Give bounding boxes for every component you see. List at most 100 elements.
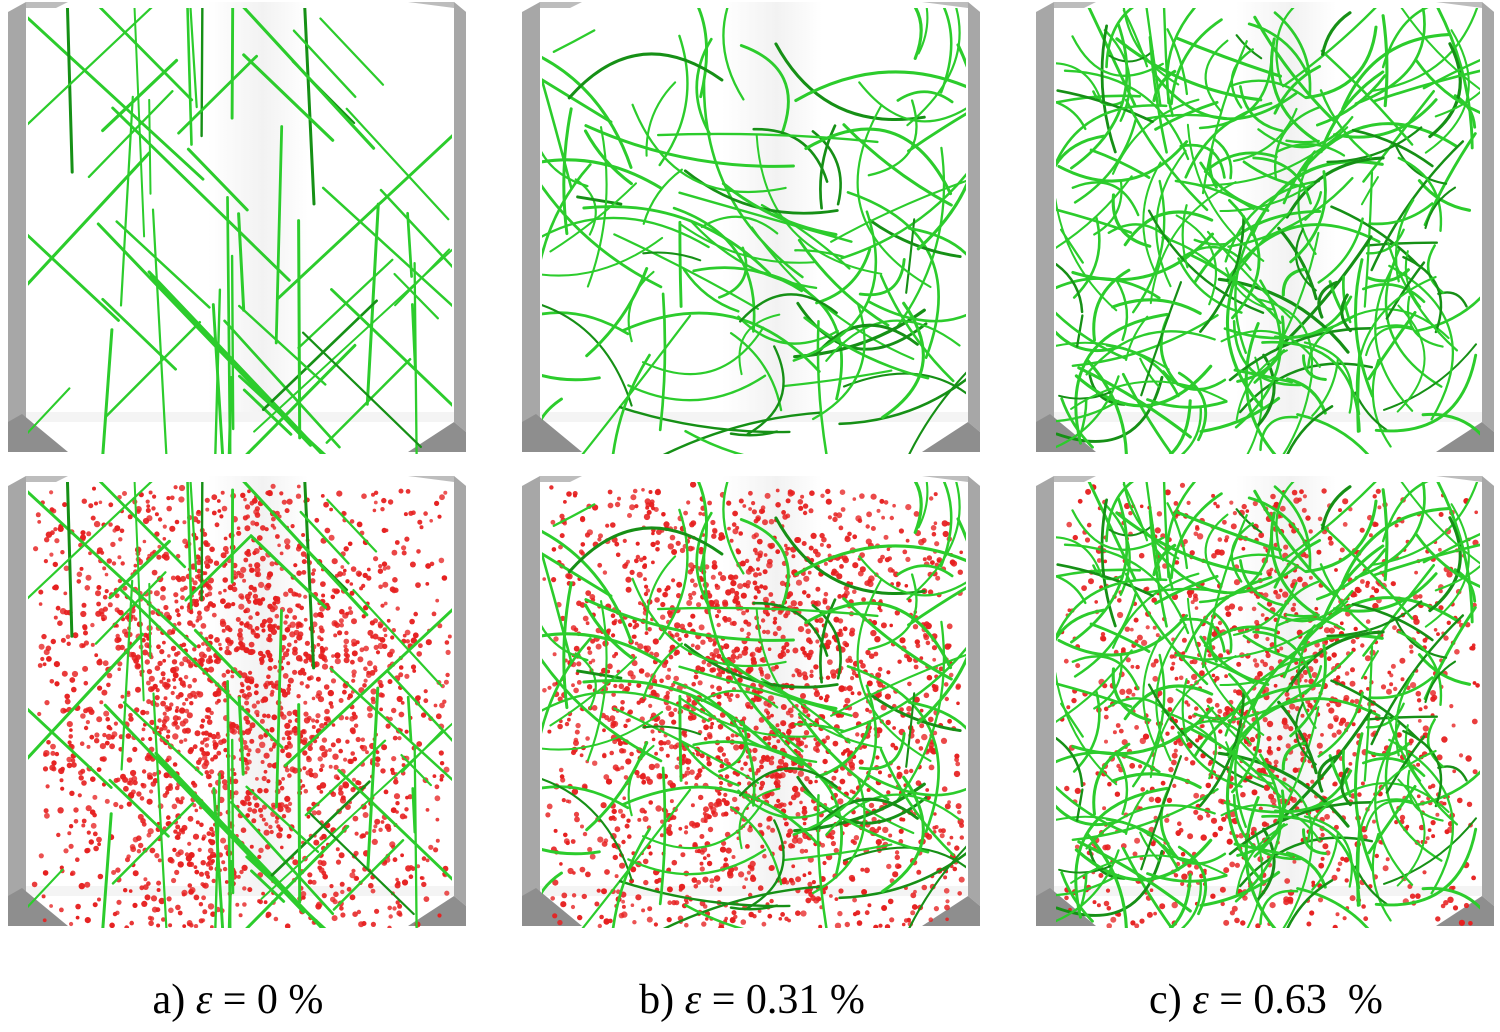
precipitate-particle <box>611 815 616 820</box>
precipitate-particle <box>41 894 46 899</box>
precipitate-particle <box>737 583 744 590</box>
precipitate-particle <box>94 732 100 738</box>
precipitate-particle <box>730 580 737 587</box>
frame-left <box>522 2 540 432</box>
precipitate-particle <box>764 492 771 499</box>
precipitate-particle <box>405 795 409 800</box>
precipitate-particle <box>716 685 722 692</box>
precipitate-particle <box>918 746 924 751</box>
precipitate-particle <box>172 715 179 722</box>
precipitate-particle <box>196 559 202 566</box>
dislocation-line <box>1281 8 1377 88</box>
precipitate-particle <box>839 778 846 785</box>
precipitate-particle <box>135 686 141 693</box>
precipitate-particle <box>205 555 211 562</box>
precipitate-particle <box>599 914 604 920</box>
precipitate-particle <box>1414 570 1418 575</box>
precipitate-particle <box>46 656 52 662</box>
precipitate-particle <box>284 795 291 802</box>
precipitate-particle <box>335 738 342 744</box>
dislocation-line <box>302 331 422 448</box>
precipitate-particle <box>350 751 356 756</box>
precipitate-particle <box>392 857 398 863</box>
precipitate-particle <box>844 642 850 648</box>
precipitate-particle <box>892 871 899 878</box>
precipitate-particle <box>335 847 340 852</box>
precipitate-particle <box>242 515 248 521</box>
precipitate-particle <box>710 684 715 689</box>
dislocation-line <box>1321 11 1352 56</box>
precipitate-particle <box>678 887 683 892</box>
precipitate-particle <box>879 498 885 504</box>
precipitate-particle <box>298 622 304 628</box>
dislocation-line <box>1282 372 1314 454</box>
precipitate-particle <box>79 566 84 571</box>
precipitate-particle <box>825 639 832 646</box>
precipitate-particle <box>589 853 596 860</box>
precipitate-particle <box>1373 588 1380 594</box>
precipitate-particle <box>550 896 555 901</box>
precipitate-particle <box>643 513 651 521</box>
precipitate-particle <box>350 566 357 572</box>
precipitate-particle <box>666 886 673 893</box>
precipitate-particle <box>222 577 228 583</box>
precipitate-particle <box>759 584 764 589</box>
precipitate-particle <box>382 627 388 633</box>
precipitate-particle <box>42 870 49 876</box>
dislocation-line <box>1208 148 1218 189</box>
precipitate-particle <box>648 502 655 508</box>
precipitate-particle <box>698 624 705 631</box>
precipitate-particle <box>1326 656 1332 662</box>
precipitate-particle <box>781 510 786 515</box>
precipitate-particle <box>559 862 563 866</box>
precipitate-particle <box>929 496 934 501</box>
precipitate-particle <box>1443 900 1449 906</box>
dislocation-group <box>28 8 452 454</box>
dislocation-line <box>1385 261 1426 320</box>
precipitate-particle <box>727 526 731 531</box>
precipitate-particle <box>629 751 634 757</box>
precipitate-particle <box>353 723 359 728</box>
precipitate-particle <box>1189 550 1195 556</box>
precipitate-particle <box>363 678 368 683</box>
precipitate-particle <box>416 549 421 554</box>
precipitate-particle <box>886 790 891 795</box>
precipitate-particle <box>762 585 768 591</box>
precipitate-particle <box>235 646 241 652</box>
precipitate-particle <box>196 519 201 524</box>
precipitate-particle <box>50 638 56 645</box>
precipitate-particle <box>292 615 298 620</box>
precipitate-particle <box>165 758 170 763</box>
precipitate-particle <box>372 828 377 833</box>
precipitate-particle <box>310 578 316 584</box>
precipitate-particle <box>92 794 98 800</box>
precipitate-particle <box>804 776 810 782</box>
precipitate-particle <box>374 756 381 762</box>
precipitate-particle <box>695 751 701 757</box>
precipitate-particle <box>59 865 64 870</box>
precipitate-particle <box>37 520 42 524</box>
dislocation-line <box>774 516 926 596</box>
precipitate-particle <box>658 773 664 779</box>
precipitate-particle <box>1283 899 1290 906</box>
precipitate-particle <box>265 913 270 919</box>
precipitate-particle <box>344 630 349 636</box>
precipitate-particle <box>237 628 243 633</box>
precipitate-particle <box>700 639 706 645</box>
precipitate-particle <box>117 661 123 667</box>
precipitate-particle <box>187 620 193 626</box>
precipitate-particle <box>777 652 784 659</box>
precipitate-particle <box>814 600 821 607</box>
precipitate-particle <box>227 584 234 591</box>
precipitate-particle <box>117 578 123 584</box>
precipitate-particle <box>320 581 326 587</box>
precipitate-particle <box>1138 552 1145 559</box>
precipitate-particle <box>331 915 338 922</box>
precipitate-particle <box>60 786 65 791</box>
precipitate-particle <box>755 557 761 562</box>
precipitate-particle <box>251 818 257 824</box>
precipitate-particle <box>575 722 581 729</box>
dislocation-line <box>913 482 923 534</box>
dislocation-line <box>739 44 790 135</box>
precipitate-particle <box>567 799 572 804</box>
